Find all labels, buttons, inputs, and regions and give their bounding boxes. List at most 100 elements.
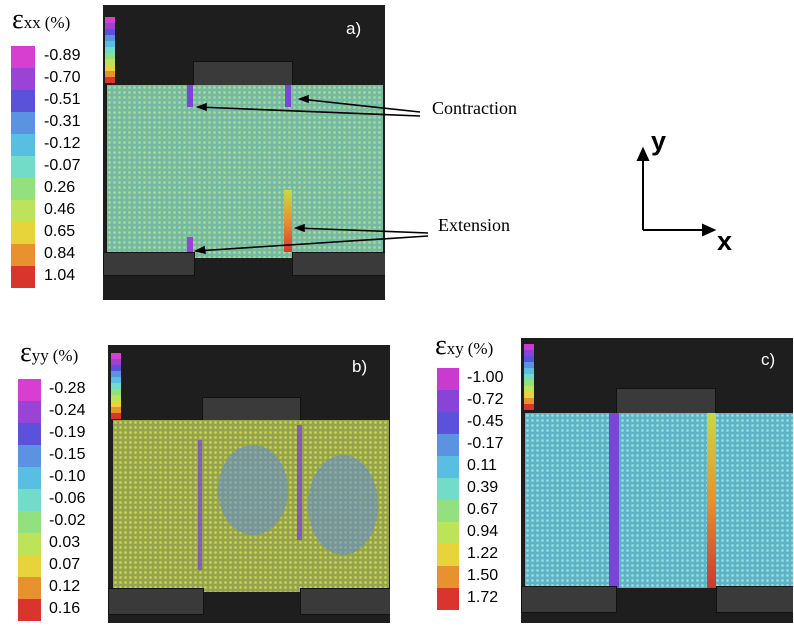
- legend-a-swatch: [11, 178, 35, 200]
- embedded-scale-b-swatch: [111, 359, 121, 365]
- panel-b-label: b): [352, 357, 368, 376]
- legend-a-swatch: [11, 266, 35, 288]
- legend-b-value: 0.03: [49, 534, 81, 551]
- legend-b-swatch: [18, 599, 41, 621]
- arrowhead-1: [297, 94, 309, 104]
- grip-bottom-left-a: [103, 252, 195, 276]
- embedded-scale-c-swatch: [524, 386, 534, 392]
- legend-b-swatch: [18, 533, 41, 555]
- legend-b-value: -0.06: [49, 490, 86, 507]
- embedded-scale-c-swatch: [524, 404, 534, 410]
- legend-a-value: 1.04: [44, 267, 76, 284]
- legend-c-swatch: [437, 368, 459, 390]
- embedded-scale-a-swatch: [105, 41, 115, 47]
- legend-c-value: 1.22: [467, 545, 499, 562]
- extension-zone-left-a: [187, 237, 193, 252]
- panel-c-label: c): [761, 350, 776, 369]
- legend-c-swatch: [437, 434, 459, 456]
- legend-b-value: -0.24: [49, 402, 86, 419]
- legend-a-unit: (%): [44, 13, 71, 32]
- legend-a-title: εxx (%): [12, 4, 70, 36]
- legend-b-value: -0.28: [49, 380, 86, 397]
- arrowhead-2: [195, 102, 207, 112]
- legend-c-swatch: [437, 390, 459, 412]
- legend-b-value: -0.19: [49, 424, 86, 441]
- positive-shear-band-c: [707, 413, 716, 588]
- legend-c-value: 0.11: [467, 457, 497, 474]
- legend-b-symbol: ε: [20, 337, 32, 368]
- legend-c-swatch: [437, 412, 459, 434]
- legend-c-value: -0.72: [467, 391, 504, 408]
- coordinate-axes: [636, 146, 717, 237]
- legend-c-value: 1.50: [467, 567, 499, 584]
- arrowhead-3: [293, 223, 305, 233]
- embedded-scale-b-swatch: [111, 353, 121, 359]
- legend-c-swatch: [437, 566, 459, 588]
- legend-b-value: 0.07: [49, 556, 81, 573]
- grip-bottom-right-a: [292, 252, 385, 276]
- legend-b-unit: (%): [52, 346, 79, 365]
- embedded-scale-a-swatch: [105, 65, 115, 71]
- legend-a-value: -0.31: [44, 113, 81, 130]
- embedded-scale-a: [105, 17, 115, 83]
- legend-c-subscript: xy: [446, 339, 464, 358]
- legend-a-swatch: [11, 244, 35, 266]
- legend-a-swatch: [11, 90, 35, 112]
- purple-line-left-b: [198, 440, 202, 570]
- legend-a-value: -0.07: [44, 157, 81, 174]
- legend-c-swatch: [437, 500, 459, 522]
- legend-c-value: 0.94: [467, 523, 499, 540]
- legend-a-value: 0.46: [44, 201, 76, 218]
- legend-c-title: εxy (%): [435, 330, 493, 362]
- embedded-scale-a-swatch: [105, 53, 115, 59]
- legend-a-value: -0.70: [44, 69, 81, 86]
- legend-c-symbol: ε: [435, 330, 447, 361]
- legend-b-value: -0.10: [49, 468, 86, 485]
- legend-b-swatch: [18, 401, 41, 423]
- legend-b-swatch: [18, 423, 41, 445]
- negative-shear-band-c: [609, 413, 619, 588]
- embedded-scale-b-swatch: [111, 377, 121, 383]
- embedded-scale-a-swatch: [105, 71, 115, 77]
- embedded-scale-c-swatch: [524, 350, 534, 356]
- legend-b-subscript: yy: [31, 346, 49, 365]
- legend-a-swatch: [11, 112, 35, 134]
- legend-a-value: -0.12: [44, 135, 81, 152]
- legend-c-value: -0.45: [467, 413, 504, 430]
- legend-c-value: -0.17: [467, 435, 504, 452]
- embedded-scale-b-swatch: [111, 413, 121, 419]
- legend-c-value: 0.39: [467, 479, 499, 496]
- embedded-scale-c-swatch: [524, 380, 534, 386]
- embedded-scale-a-swatch: [105, 35, 115, 41]
- legend-a-swatch: [11, 134, 35, 156]
- legend-a-swatch: [11, 156, 35, 178]
- embedded-scale-c-swatch: [524, 344, 534, 350]
- legend-b-colorbar: [18, 379, 41, 621]
- embedded-scale-b: [111, 353, 121, 419]
- embedded-scale-c-swatch: [524, 374, 534, 380]
- extension-label: Extension: [438, 215, 510, 235]
- legend-b-swatch: [18, 379, 41, 401]
- embedded-scale-a-swatch: [105, 59, 115, 65]
- embedded-scale-b-swatch: [111, 389, 121, 395]
- legend-b-value: 0.12: [49, 578, 81, 595]
- grip-bottom-right-c: [716, 586, 793, 613]
- legend-b-swatch: [18, 577, 41, 599]
- blue-region-left-b: [218, 445, 288, 535]
- embedded-scale-c-swatch: [524, 392, 534, 398]
- embedded-scale-b-swatch: [111, 407, 121, 413]
- x-arrowhead: [702, 223, 717, 237]
- legend-a-value: 0.84: [44, 245, 76, 262]
- embedded-scale-b-swatch: [111, 371, 121, 377]
- legend-b-value: -0.02: [49, 512, 86, 529]
- legend-c-swatch: [437, 544, 459, 566]
- embedded-scale-b-swatch: [111, 401, 121, 407]
- legend-c-swatch: [437, 588, 459, 610]
- legend-a-symbol: ε: [12, 4, 24, 35]
- contraction-label: Contraction: [432, 98, 517, 118]
- embedded-scale-c-swatch: [524, 368, 534, 374]
- legend-a-swatch: [11, 200, 35, 222]
- legend-a-swatch: [11, 222, 35, 244]
- legend-b-swatch: [18, 555, 41, 577]
- grip-bottom-left-c: [521, 586, 617, 613]
